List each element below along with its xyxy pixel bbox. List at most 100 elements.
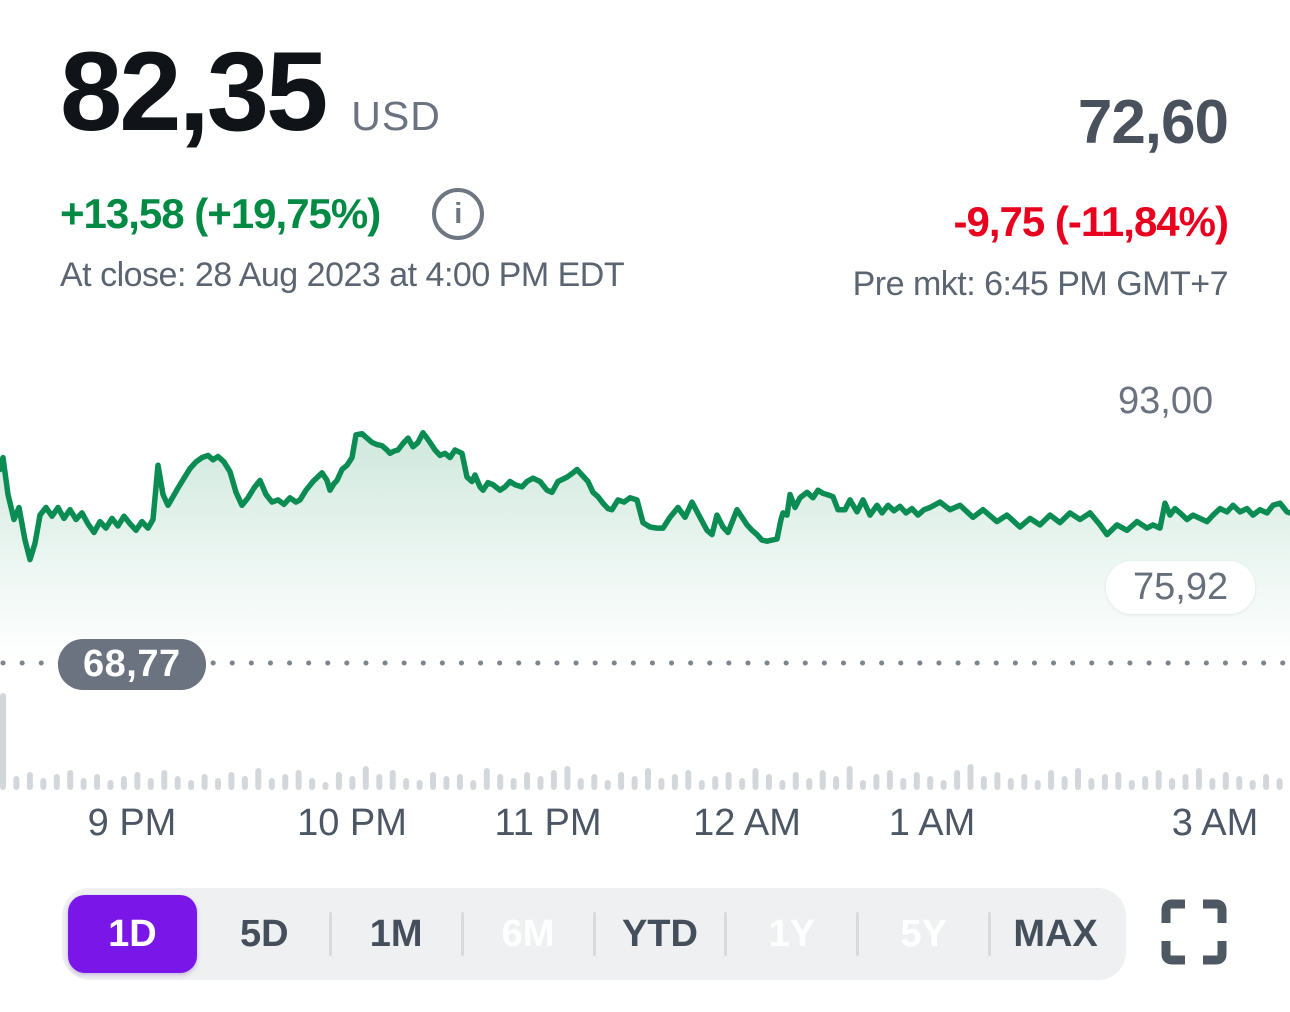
volume-bar (1007, 778, 1014, 790)
prev-close-pill: 68,77 (58, 639, 206, 690)
price-chart[interactable] (0, 380, 1290, 850)
volume-bar (900, 778, 907, 790)
close-time-label: At close: 28 Aug 2023 at 4:00 PM EDT (60, 256, 625, 294)
volume-bar (1101, 774, 1108, 790)
range-button-1d[interactable]: 1D (68, 895, 197, 973)
range-button-5y: 5Y (859, 895, 988, 973)
volume-bar (134, 772, 141, 790)
volume-bar (497, 774, 504, 790)
volume-bar (1182, 774, 1189, 790)
volume-bar (994, 772, 1001, 790)
range-button-6m: 6M (464, 895, 593, 973)
volume-bar (1155, 770, 1162, 790)
volume-bar (456, 774, 463, 790)
volume-bar (806, 778, 813, 790)
range-button-5d[interactable]: 5D (200, 895, 329, 973)
volume-bar (1142, 776, 1149, 790)
volume-bar (362, 766, 369, 790)
range-separator (592, 912, 596, 956)
chart-area-fill (0, 432, 1290, 663)
volume-bar (658, 778, 665, 790)
volume-bar (268, 778, 275, 790)
premarket-change-negative: -9,75 (-11,84%) (953, 198, 1230, 245)
volume-bar (335, 772, 342, 790)
volume-bar (1128, 780, 1135, 790)
volume-bar (1061, 776, 1068, 790)
volume-bar (1263, 774, 1270, 790)
volume-bar (792, 772, 799, 790)
volume-bar (537, 776, 544, 790)
volume-bar (1021, 774, 1028, 790)
x-axis-label: 12 AM (693, 802, 801, 844)
volume-bar (631, 776, 638, 790)
volume-bar (604, 780, 611, 790)
volume-bar (873, 774, 880, 790)
volume-bar (389, 770, 396, 790)
volume-bar (685, 770, 692, 790)
quote-header-right: 72,60 -9,75 (-11,84%) Pre mkt: 6:45 PM G… (853, 88, 1230, 304)
volume-bar (712, 776, 719, 790)
volume-bar (752, 768, 759, 790)
range-button-ytd[interactable]: YTD (596, 895, 725, 973)
volume-bar (954, 770, 961, 790)
volume-bar (0, 693, 6, 790)
volume-bar (228, 772, 235, 790)
x-axis-label: 9 PM (87, 802, 177, 844)
price-marker-pill: 75,92 (1106, 561, 1256, 614)
volume-bar (765, 774, 772, 790)
info-icon[interactable]: i (432, 188, 485, 240)
volume-bar (1075, 768, 1081, 790)
currency-label: USD (351, 93, 441, 139)
range-separator (328, 912, 332, 956)
volume-bar (215, 778, 221, 790)
range-button-1y: 1Y (727, 895, 856, 973)
volume-bar (980, 776, 987, 790)
quote-header-left: 82,35 USD +13,58 (+19,75%) i At close: 2… (60, 36, 625, 295)
volume-bar (779, 780, 786, 790)
volume-bar (1236, 776, 1243, 790)
range-button-max[interactable]: MAX (991, 895, 1120, 973)
volume-bar (13, 776, 20, 790)
volume-bar (430, 772, 436, 790)
volume-bar (483, 768, 490, 790)
volume-bar (618, 772, 625, 790)
volume-bar (927, 776, 934, 790)
volume-bar (846, 766, 853, 790)
volume-bar (913, 772, 920, 790)
price-line (0, 429, 1290, 563)
volume-bar (1169, 778, 1176, 790)
high-price-label: 93,00 (1118, 380, 1214, 422)
volume-bar (147, 778, 154, 790)
volume-bar (161, 770, 168, 790)
range-button-1m[interactable]: 1M (332, 895, 461, 973)
volume-bar (1115, 772, 1122, 790)
price-change-positive: +13,58 (+19,75%) (60, 190, 381, 237)
volume-bar (295, 770, 302, 790)
volume-bar (40, 778, 47, 790)
volume-bar (698, 780, 705, 790)
volume-bar (241, 776, 248, 790)
volume-bar (739, 778, 746, 790)
price-row: 82,35 USD (60, 36, 624, 148)
range-separator (856, 912, 860, 956)
fullscreen-button[interactable] (1156, 894, 1232, 970)
volume-bar (403, 778, 410, 790)
premarket-price: 72,60 (1077, 88, 1229, 157)
volume-bar (188, 780, 195, 790)
volume-bar (376, 774, 383, 790)
volume-bar (1088, 778, 1095, 790)
x-axis-label: 11 PM (494, 802, 602, 844)
volume-bar (67, 770, 74, 790)
volume-bar (201, 774, 208, 790)
volume-bar (577, 778, 584, 790)
volume-bar (860, 780, 866, 790)
volume-bar (1222, 772, 1229, 790)
volume-bar (94, 774, 101, 790)
volume-bar (1034, 780, 1041, 790)
volume-bar (322, 782, 329, 790)
volume-bar (550, 770, 557, 790)
volume-bar (80, 778, 87, 790)
x-axis-label: 10 PM (297, 802, 407, 844)
volume-bar (174, 776, 181, 790)
volume-bar (1195, 768, 1202, 790)
